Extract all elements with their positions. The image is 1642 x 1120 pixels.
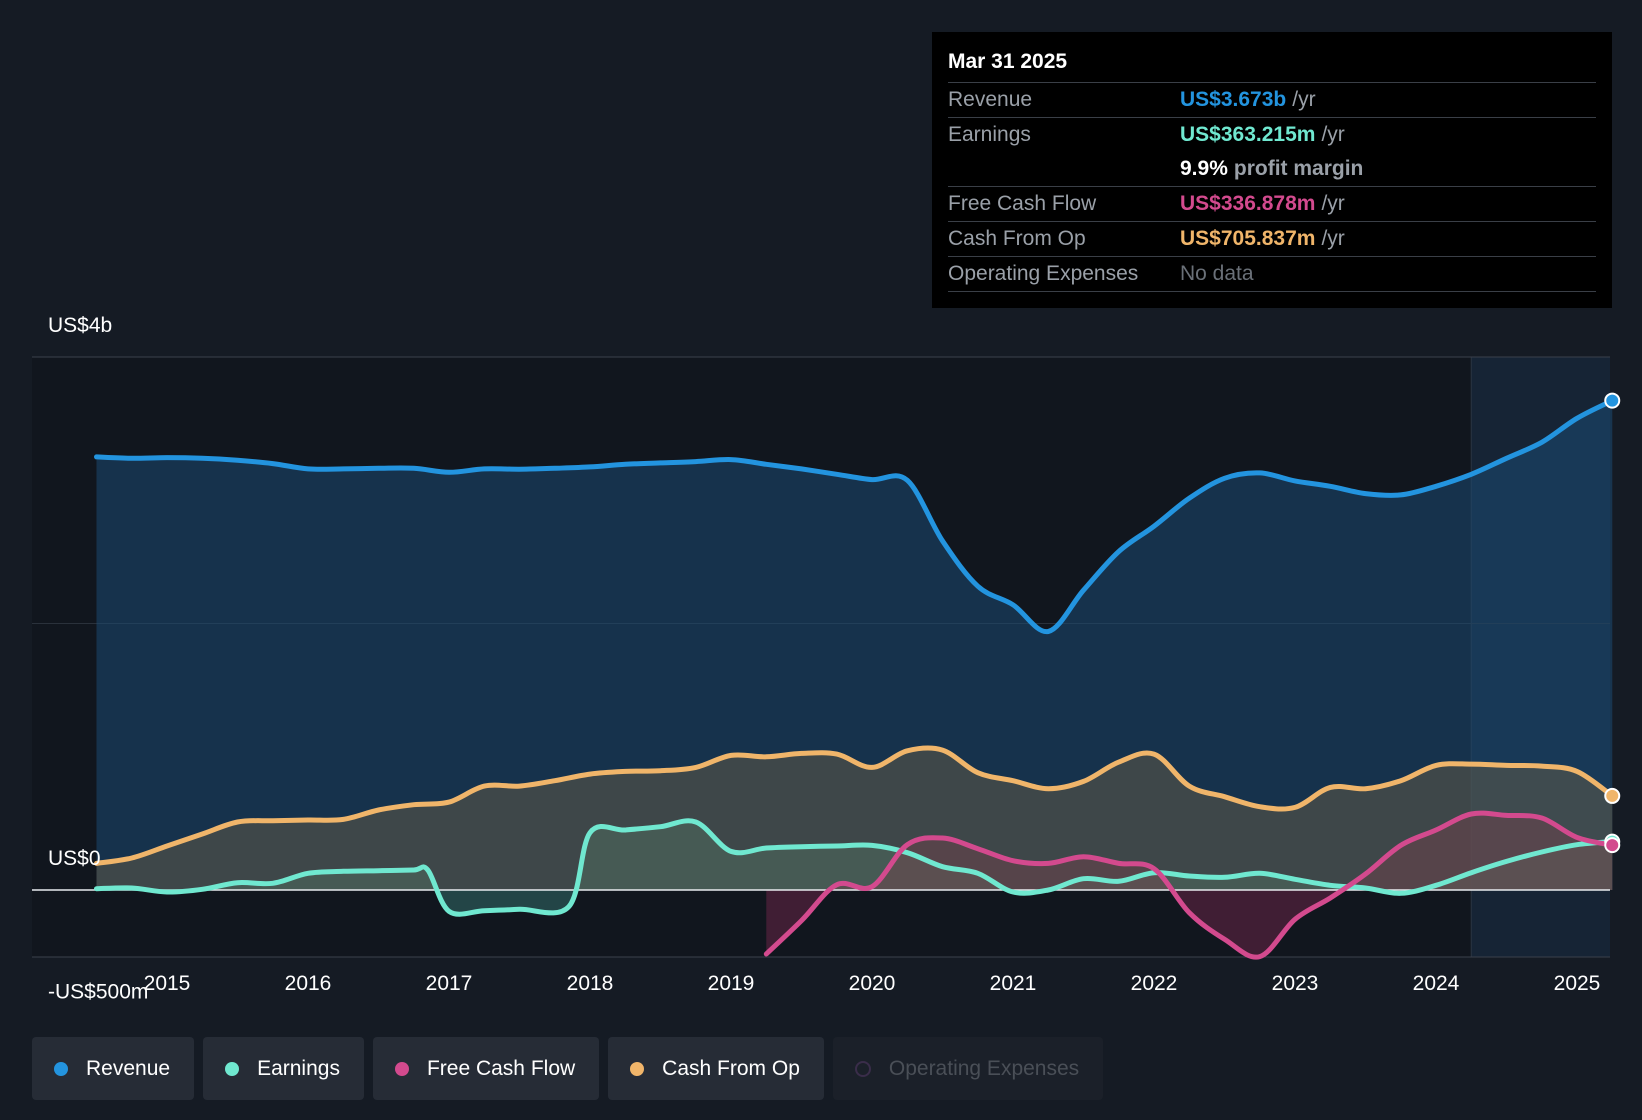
tooltip-row-opex: Operating Expenses No data — [948, 257, 1596, 292]
x-tick-label: 2020 — [849, 972, 896, 995]
x-tick-label: 2018 — [567, 972, 614, 995]
legend-free-cash-flow[interactable]: Free Cash Flow — [372, 1037, 600, 1100]
tooltip-row-margin: 9.9% profit margin — [948, 152, 1596, 187]
tooltip-value: No data — [1180, 262, 1254, 285]
legend-dot-icon — [854, 1060, 871, 1077]
end-marker-free-cash-flow — [1604, 837, 1621, 854]
tooltip-value: US$3.673b — [1180, 88, 1287, 111]
tooltip-unit: /yr — [1321, 123, 1345, 146]
area-cash-from-op — [96, 747, 1613, 890]
tooltip-label — [948, 152, 1180, 186]
end-marker-revenue — [1604, 392, 1621, 409]
tooltip-value: 9.9% — [1180, 157, 1228, 180]
tooltip-label: Operating Expenses — [948, 262, 1139, 285]
tooltip-label: Cash From Op — [948, 227, 1086, 250]
tooltip-row-earnings: Earnings US$363.215m /yr — [948, 118, 1596, 152]
y-axis-label: US$4b — [48, 314, 112, 337]
tooltip-unit: /yr — [1292, 88, 1316, 111]
area-earnings — [96, 820, 1613, 915]
line-free-cash-flow — [763, 810, 1615, 960]
x-tick-label: 2016 — [285, 972, 332, 995]
tooltip-value: US$363.215m — [1180, 123, 1316, 146]
tooltip-row-cfo: Cash From Op US$705.837m /yr — [948, 222, 1596, 257]
legend-dot-icon — [225, 1061, 240, 1076]
x-tick-label: 2022 — [1131, 972, 1178, 995]
legend-dot-icon — [394, 1061, 409, 1076]
y-axis-label: US$0 — [48, 847, 101, 870]
line-cash-from-op — [94, 745, 1615, 866]
tooltip-value: US$705.837m — [1180, 227, 1316, 250]
tooltip-label: Free Cash Flow — [948, 192, 1097, 215]
legend-revenue[interactable]: Revenue — [32, 1037, 195, 1100]
legend-earnings[interactable]: Earnings — [203, 1037, 364, 1100]
legend-label: Cash From Op — [662, 1056, 800, 1080]
tooltip-label: Earnings — [948, 123, 1031, 146]
x-tick-label: 2019 — [708, 972, 755, 995]
legend-label: Free Cash Flow — [426, 1056, 576, 1080]
x-tick-label: 2024 — [1413, 972, 1460, 995]
tooltip-unit: profit margin — [1233, 157, 1364, 180]
end-marker-cash-from-op — [1604, 787, 1621, 804]
tooltip-unit: /yr — [1321, 227, 1345, 250]
legend-label: Operating Expenses — [888, 1056, 1080, 1080]
area-revenue — [96, 400, 1613, 890]
line-revenue — [94, 398, 1615, 635]
legend-label: Earnings — [257, 1056, 340, 1080]
legend-dot-icon — [630, 1061, 645, 1076]
legend-cash-from-op[interactable]: Cash From Op — [608, 1037, 824, 1100]
tooltip-label: Revenue — [948, 88, 1033, 111]
x-tick-label: 2025 — [1554, 972, 1601, 995]
y-axis-label: -US$500m — [48, 981, 148, 1004]
legend-dot-icon — [54, 1061, 68, 1076]
data-tooltip: Mar 31 2025 Revenue US$3.673b /yr Earnin… — [932, 32, 1612, 308]
legend-operating-expenses[interactable]: Operating Expenses — [832, 1037, 1104, 1100]
x-tick-label: 2021 — [990, 972, 1037, 995]
tooltip-date: Mar 31 2025 — [948, 46, 1596, 83]
x-tick-label: 2017 — [426, 972, 473, 995]
tooltip-unit: /yr — [1321, 192, 1345, 215]
x-tick-label: 2023 — [1272, 972, 1319, 995]
legend: Revenue Earnings Free Cash Flow Cash Fro… — [32, 1037, 1104, 1100]
tooltip-row-revenue: Revenue US$3.673b /yr — [948, 83, 1596, 118]
tooltip-row-fcf: Free Cash Flow US$336.878m /yr — [948, 187, 1596, 222]
line-earnings — [94, 818, 1615, 917]
legend-label: Revenue — [86, 1056, 171, 1080]
x-tick-label: 2015 — [144, 972, 191, 995]
tooltip-value: US$336.878m — [1180, 192, 1316, 215]
